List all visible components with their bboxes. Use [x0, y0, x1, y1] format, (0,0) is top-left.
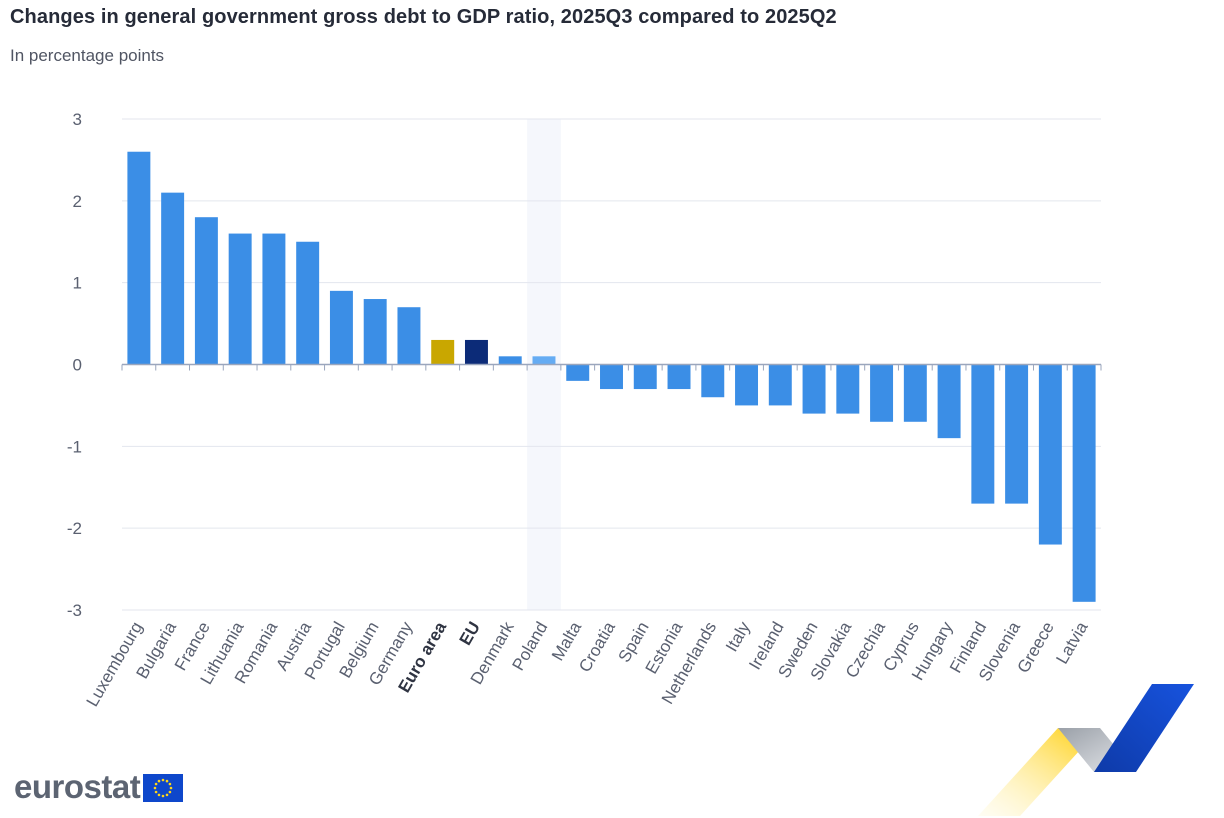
bar-germany[interactable]	[397, 307, 421, 365]
bar-cyprus[interactable]	[903, 364, 927, 422]
bar-finland[interactable]	[971, 364, 995, 504]
bar-poland[interactable]	[532, 356, 556, 365]
eurostat-logo: eurostat	[14, 768, 184, 805]
bar-spain[interactable]	[633, 364, 657, 390]
y-tick-label: 0	[73, 356, 82, 375]
bar-belgium[interactable]	[363, 299, 387, 365]
bar-luxembourg[interactable]	[127, 151, 151, 365]
bars	[127, 151, 1096, 602]
bar-denmark[interactable]	[498, 356, 522, 365]
bar-france[interactable]	[194, 217, 218, 365]
bar-latvia[interactable]	[1072, 364, 1096, 602]
x-tick-label: Latvia	[1052, 618, 1091, 667]
y-tick-label: -3	[67, 601, 82, 620]
bar-portugal[interactable]	[329, 290, 353, 365]
bar-hungary[interactable]	[937, 364, 961, 439]
x-tick-label: Italy	[722, 618, 754, 655]
chart-title: Changes in general government gross debt…	[10, 6, 837, 28]
bar-slovakia[interactable]	[836, 364, 860, 414]
bar-bulgaria[interactable]	[161, 192, 185, 365]
bar-estonia[interactable]	[667, 364, 691, 390]
bar-croatia[interactable]	[600, 364, 623, 390]
bar-slovenia[interactable]	[1005, 364, 1029, 504]
decorative-ribbon-graphic	[978, 684, 1194, 816]
x-axis	[121, 363, 1102, 371]
y-tick-label: -2	[67, 519, 82, 538]
bar-austria[interactable]	[296, 241, 320, 365]
bar-eu[interactable]	[464, 339, 488, 365]
bar-netherlands[interactable]	[701, 364, 725, 398]
y-tick-label: -1	[67, 437, 82, 456]
bar-ireland[interactable]	[768, 364, 792, 406]
bar-lithuania[interactable]	[228, 233, 252, 365]
chart-subtitle: In percentage points	[10, 46, 165, 65]
bar-italy[interactable]	[735, 364, 759, 406]
eurostat-logo-text: eurostat	[14, 768, 141, 805]
bar-euro-area[interactable]	[431, 339, 455, 365]
y-tick-label: 2	[73, 192, 82, 211]
y-tick-label: 1	[73, 274, 82, 293]
bar-malta[interactable]	[566, 364, 590, 381]
eu-flag-icon	[143, 773, 184, 802]
bar-chart: 3 2 1 0 -1 -2 -3 LuxembourgBulgariaFranceLithu…	[67, 110, 1102, 710]
x-tick-label: EU	[456, 619, 484, 649]
bar-romania[interactable]	[262, 233, 286, 365]
bar-greece[interactable]	[1038, 364, 1062, 545]
bar-czechia[interactable]	[870, 364, 894, 422]
y-axis-tick-labels: 3 2 1 0 -1 -2 -3	[67, 110, 82, 620]
y-tick-label: 3	[73, 110, 82, 129]
bar-sweden[interactable]	[802, 364, 826, 414]
x-axis-tick-labels: LuxembourgBulgariaFranceLithuaniaRomania…	[83, 618, 1092, 710]
